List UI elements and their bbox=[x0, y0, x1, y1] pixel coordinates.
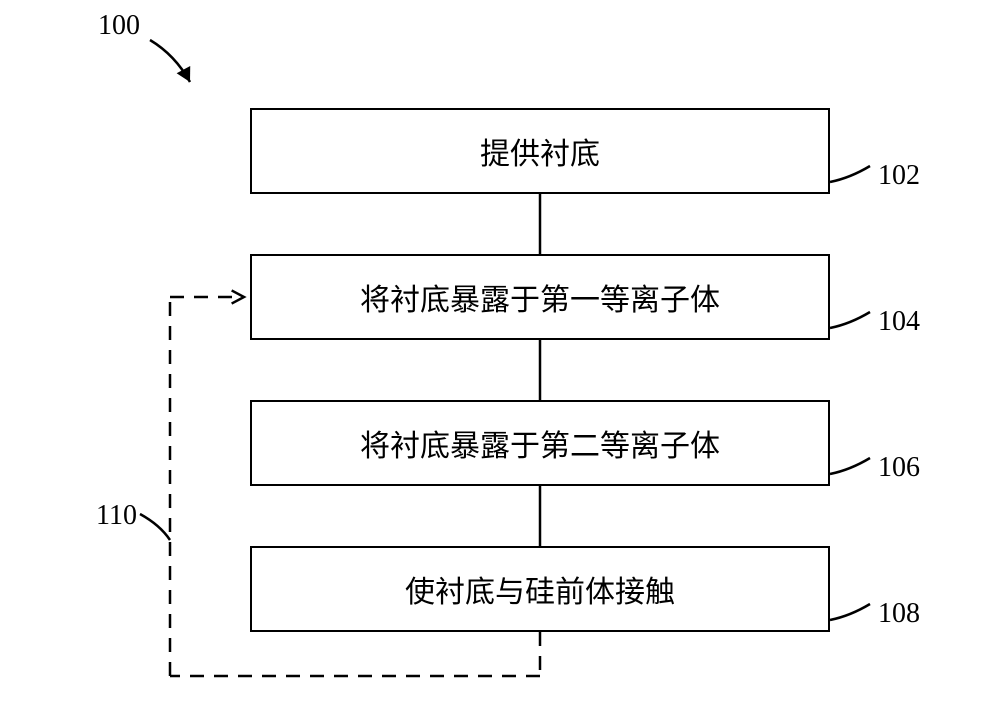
ref-label-106: 106 bbox=[878, 452, 920, 484]
flow-step-expose-second-plasma: 将衬底暴露于第二等离子体 bbox=[250, 400, 830, 486]
flow-step-label: 将衬底暴露于第二等离子体 bbox=[360, 421, 720, 465]
flow-step-label: 使衬底与硅前体接触 bbox=[405, 567, 675, 611]
ref-label-100: 100 bbox=[98, 10, 140, 42]
flow-step-label: 提供衬底 bbox=[480, 129, 600, 173]
flow-step-expose-first-plasma: 将衬底暴露于第一等离子体 bbox=[250, 254, 830, 340]
flow-step-label: 将衬底暴露于第一等离子体 bbox=[360, 275, 720, 319]
diagram-stage: 提供衬底 将衬底暴露于第一等离子体 将衬底暴露于第二等离子体 使衬底与硅前体接触… bbox=[0, 0, 1000, 716]
ref-label-110: 110 bbox=[96, 500, 137, 532]
flow-step-provide-substrate: 提供衬底 bbox=[250, 108, 830, 194]
ref-label-102: 102 bbox=[878, 160, 920, 192]
ref-label-104: 104 bbox=[878, 306, 920, 338]
flow-step-contact-silicon-precursor: 使衬底与硅前体接触 bbox=[250, 546, 830, 632]
ref-label-108: 108 bbox=[878, 598, 920, 630]
